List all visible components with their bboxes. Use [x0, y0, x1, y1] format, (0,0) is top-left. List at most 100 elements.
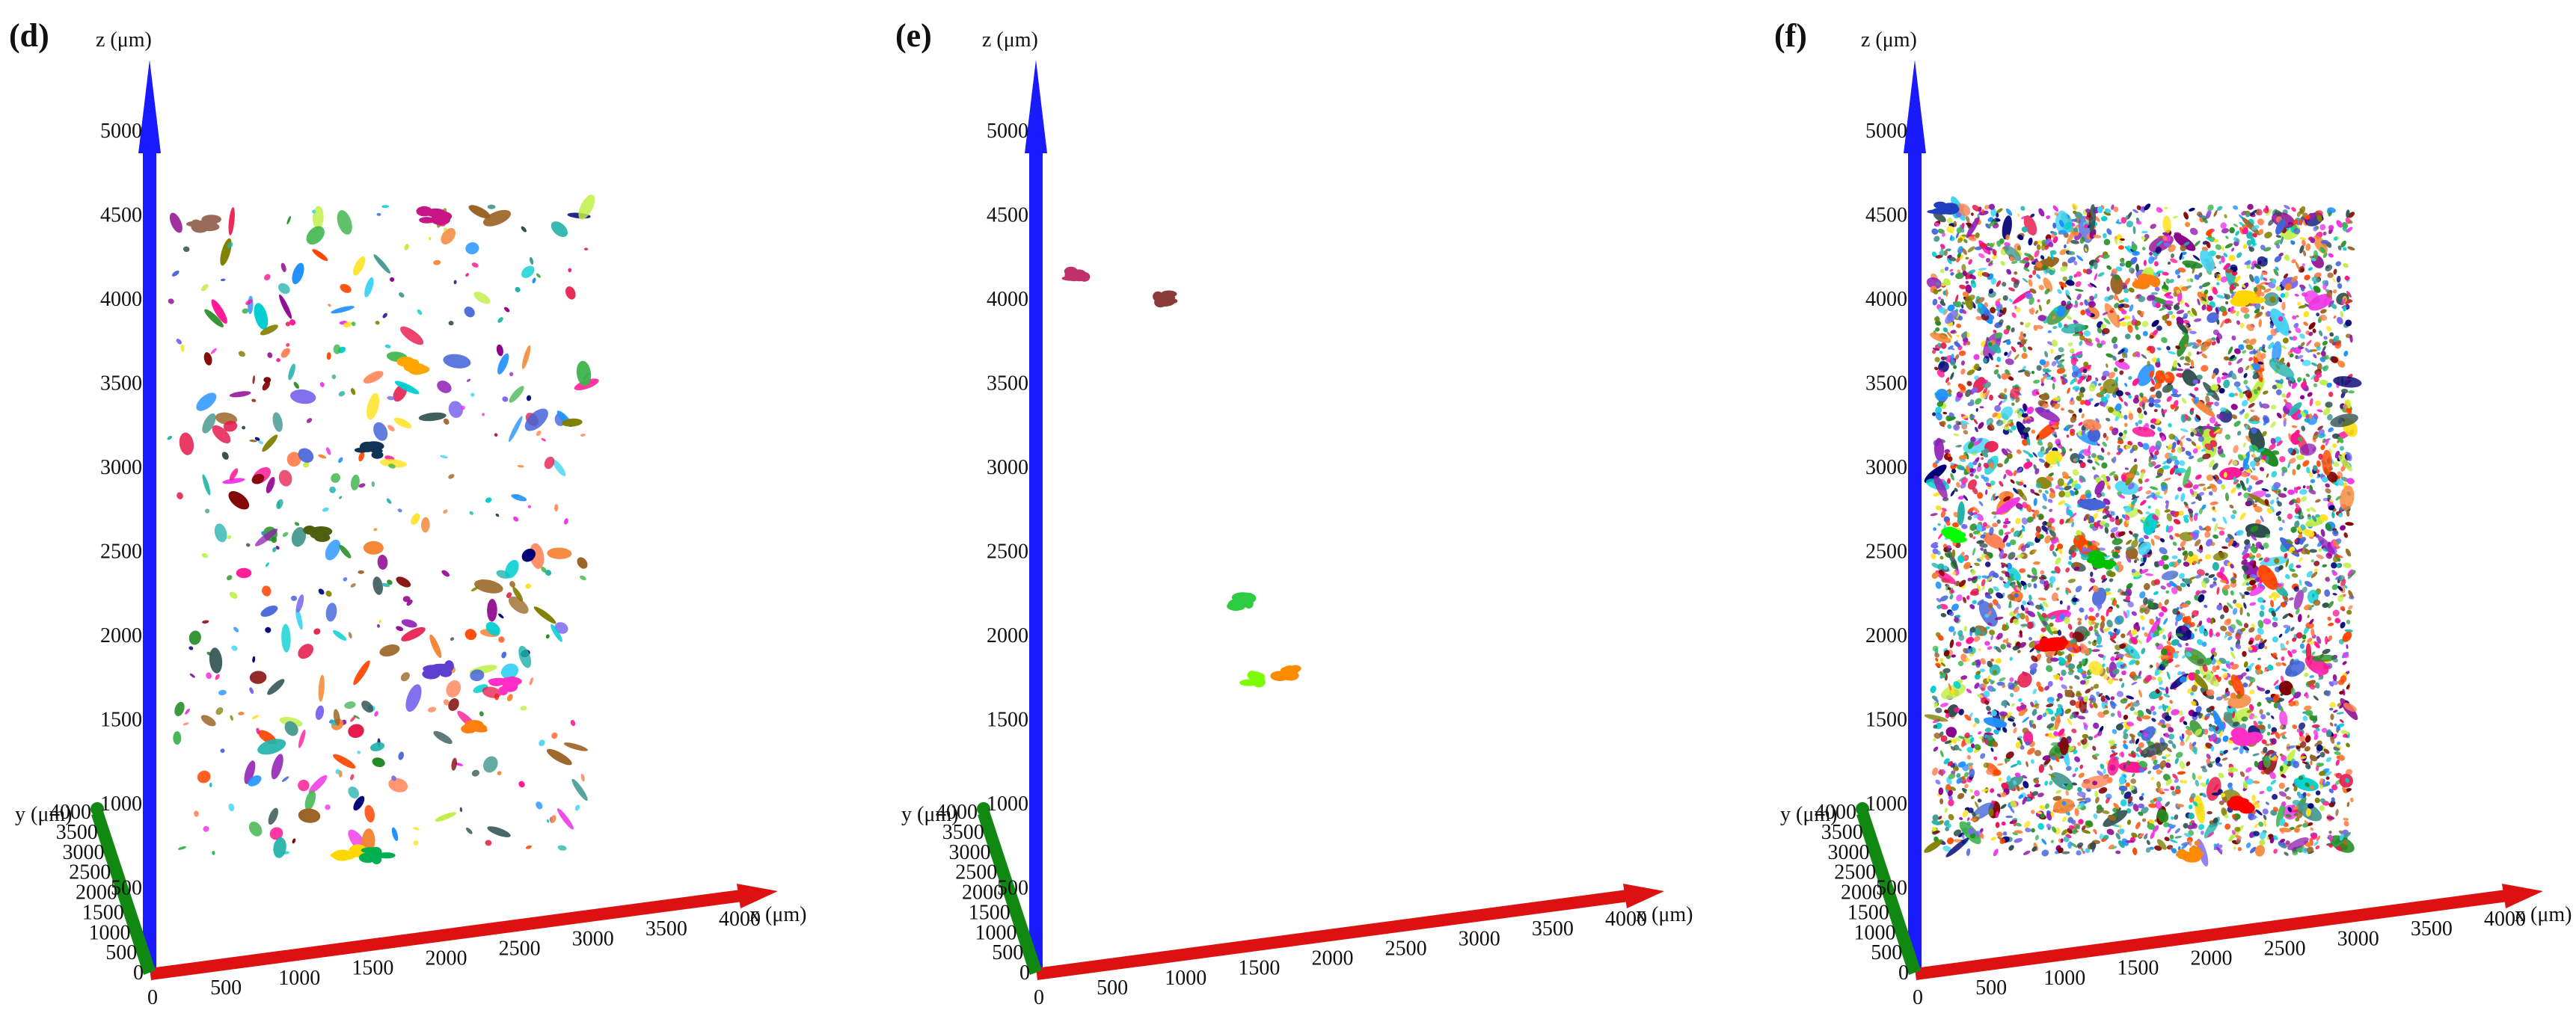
- cluster-blob: [2113, 367, 2118, 372]
- cluster-blob: [2095, 612, 2100, 618]
- cluster-highlight: [396, 357, 430, 375]
- cluster-blob: [460, 405, 465, 410]
- cluster-blob: [2002, 624, 2010, 631]
- cluster-blob: [1995, 646, 2002, 653]
- cluster-blob: [2017, 650, 2021, 653]
- cluster-blob: [2271, 727, 2278, 733]
- cluster-blob: [2269, 499, 2275, 505]
- cluster-blob: [2029, 662, 2038, 670]
- cluster-blob: [2213, 209, 2218, 218]
- cluster-blob: [2006, 448, 2013, 454]
- cluster-blob: [1993, 849, 1999, 857]
- cluster-blob: [485, 497, 492, 503]
- cluster-blob: [2180, 435, 2186, 440]
- cluster-blob: [2150, 486, 2159, 490]
- cluster-blob: [2316, 313, 2320, 317]
- cluster-blob: [443, 227, 447, 232]
- cluster-blob: [2245, 344, 2254, 351]
- cluster-blob: [295, 594, 304, 613]
- cluster-blob: [289, 389, 316, 404]
- cluster-blob: [2067, 579, 2076, 583]
- cluster-blob: [1934, 357, 1940, 363]
- cluster-blob: [1946, 225, 1954, 233]
- cluster-blob: [2192, 255, 2201, 261]
- cluster-blob: [2041, 849, 2049, 857]
- cluster-blob: [261, 531, 264, 536]
- cluster-blob: [298, 729, 306, 748]
- cluster-blob: [518, 645, 532, 668]
- cluster-blob: [1981, 209, 1984, 214]
- cluster-blob: [2218, 822, 2222, 825]
- cluster-blob: [2065, 303, 2073, 310]
- cluster-blob: [2275, 802, 2286, 828]
- cluster-blob: [1963, 561, 1971, 570]
- cluster-blob: [248, 775, 262, 786]
- cluster-blob: [565, 286, 576, 300]
- cluster-blob: [1960, 420, 1966, 428]
- cluster-blob: [2138, 412, 2144, 419]
- cluster-blob: [2284, 552, 2288, 558]
- cluster-blob: [1950, 372, 1954, 380]
- cluster-blob: [1950, 745, 1955, 751]
- cluster-blob: [2333, 236, 2338, 241]
- cluster-blob: [2151, 357, 2158, 363]
- cluster-blob: [2253, 831, 2260, 837]
- cluster-blob: [2002, 496, 2011, 502]
- cluster-blob: [262, 381, 270, 391]
- cluster-blob: [2215, 696, 2223, 701]
- cluster-blob: [2218, 772, 2224, 779]
- cluster-blob: [2042, 505, 2047, 510]
- cluster-blob: [2088, 607, 2094, 612]
- cluster-blob: [2002, 639, 2007, 643]
- cluster-blob: [2264, 499, 2269, 506]
- cluster-blob: [2315, 765, 2319, 772]
- y-axis-label: y (μm): [15, 803, 72, 826]
- cluster-blob: [2292, 469, 2296, 475]
- cluster-blob: [529, 256, 534, 265]
- cluster-blob: [228, 207, 235, 235]
- cluster-blob: [2058, 347, 2064, 353]
- cluster-blob: [2299, 557, 2303, 562]
- cluster-blob: [2118, 299, 2126, 303]
- cluster-blob: [2231, 247, 2235, 252]
- cluster-blob: [1963, 495, 1969, 501]
- cluster-blob: [1947, 304, 1955, 312]
- cluster-blob: [1956, 481, 1960, 488]
- cluster-blob: [551, 732, 558, 739]
- cluster-blob: [1980, 547, 1984, 551]
- cluster-blob: [2218, 409, 2233, 423]
- cluster-highlight: [186, 215, 222, 233]
- cluster-blob: [267, 352, 273, 358]
- cluster-blob: [265, 562, 269, 567]
- cluster-blob: [200, 283, 209, 292]
- cluster-blob: [179, 432, 194, 455]
- cluster-blob: [343, 576, 348, 582]
- cluster-blob: [2316, 363, 2322, 372]
- cluster-blob: [2173, 519, 2181, 525]
- cluster-blob: [2169, 839, 2178, 843]
- cluster-blob: [2204, 728, 2209, 735]
- cluster-blob: [2013, 469, 2017, 476]
- cluster-blob: [1998, 400, 2003, 406]
- cluster-blob: [2309, 549, 2317, 553]
- cluster-blob: [2190, 407, 2195, 412]
- cluster-blob: [448, 698, 459, 711]
- cluster-blob: [2011, 327, 2015, 333]
- cluster-blob: [2059, 600, 2063, 605]
- cluster-blob: [2215, 762, 2223, 767]
- cluster-blob: [2326, 241, 2332, 248]
- cluster-blob: [2257, 657, 2261, 661]
- cluster-blob: [2284, 852, 2289, 856]
- cluster-blob: [2124, 333, 2131, 339]
- cluster-blob: [2216, 586, 2220, 595]
- cluster-blob: [226, 575, 233, 581]
- cluster-blob: [2110, 712, 2115, 717]
- cluster-blob: [1994, 404, 2002, 412]
- cluster-blob: [2142, 443, 2150, 450]
- cluster-blob: [2037, 714, 2043, 721]
- z-tick-3000: 3000: [987, 456, 1028, 479]
- cluster-blob: [1958, 634, 1965, 641]
- cluster-blob: [2030, 759, 2034, 764]
- cluster-blob: [470, 669, 485, 682]
- cluster-blob: [2346, 510, 2350, 517]
